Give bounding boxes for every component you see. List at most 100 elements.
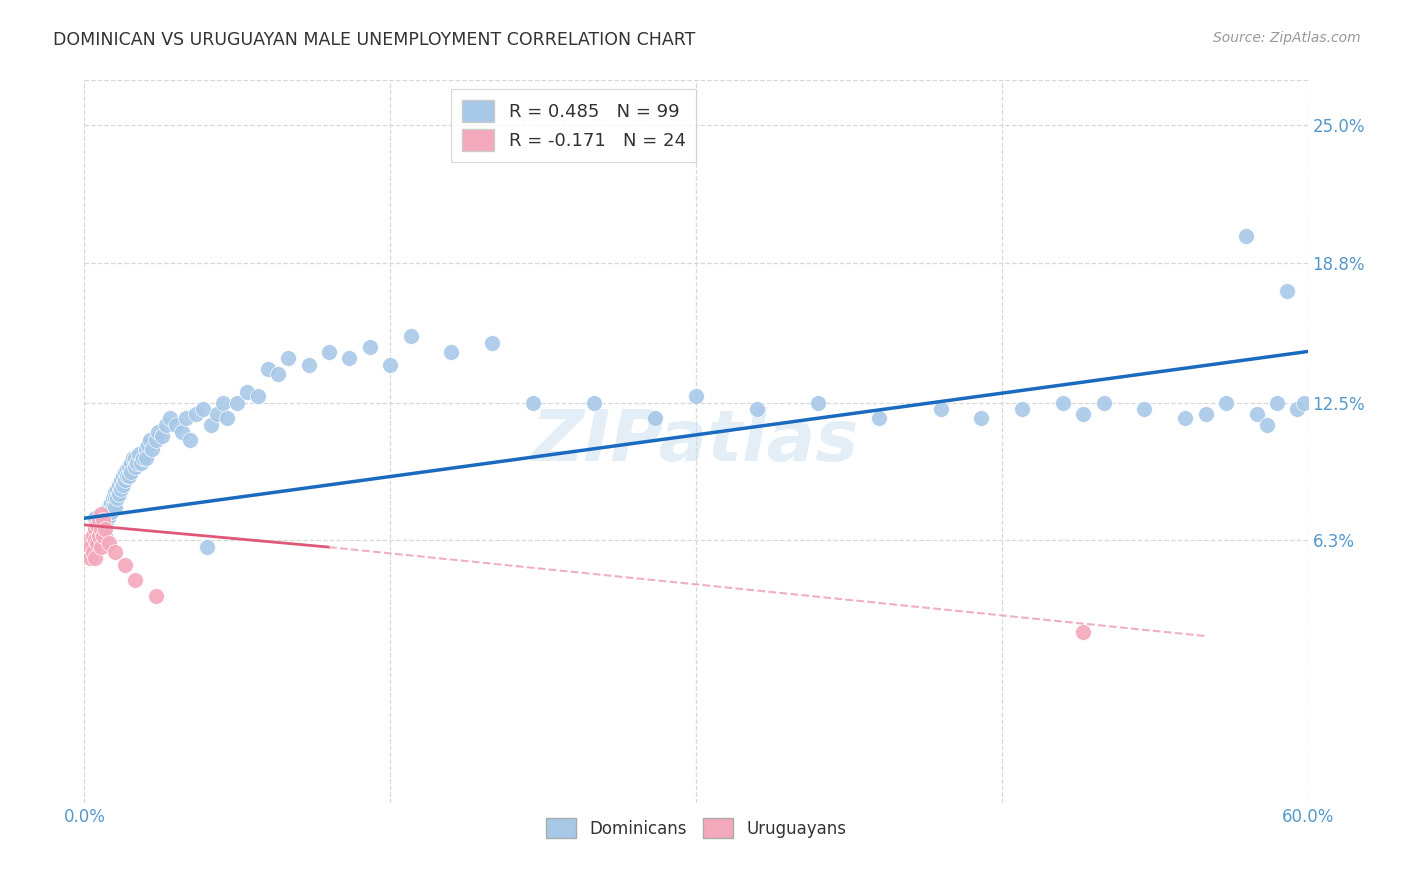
Point <box>86 517 108 532</box>
Point <box>87 529 110 543</box>
Point <box>105 491 128 506</box>
Point <box>135 451 157 466</box>
Point <box>481 335 503 350</box>
Point <box>90 540 112 554</box>
Point <box>104 544 127 558</box>
Point <box>96 513 118 527</box>
Point <box>115 469 138 483</box>
Point <box>1052 395 1074 409</box>
Point <box>86 535 108 549</box>
Point <box>217 411 239 425</box>
Point <box>97 535 120 549</box>
Point <box>200 417 222 432</box>
Point <box>91 522 114 536</box>
Point <box>146 425 169 439</box>
Point <box>1265 395 1288 409</box>
Point <box>174 411 197 425</box>
Point <box>1256 417 1278 432</box>
Point <box>150 429 173 443</box>
Point <box>267 367 290 381</box>
Point <box>108 478 131 492</box>
Text: ZIPatlas: ZIPatlas <box>533 407 859 476</box>
Point <box>90 513 112 527</box>
Point <box>112 469 135 483</box>
Point <box>145 434 167 448</box>
Point <box>644 411 666 425</box>
Point <box>124 451 146 466</box>
Point <box>359 340 381 354</box>
Point <box>101 500 124 515</box>
Point <box>93 517 115 532</box>
Text: Source: ZipAtlas.com: Source: ZipAtlas.com <box>1213 31 1361 45</box>
Point <box>747 402 769 417</box>
Point <box>124 574 146 588</box>
Point <box>172 425 194 439</box>
Point <box>1246 407 1268 421</box>
Legend: Dominicans, Uruguayans: Dominicans, Uruguayans <box>538 812 853 845</box>
Point <box>807 395 830 409</box>
Point <box>93 529 115 543</box>
Point <box>100 505 122 519</box>
Point <box>318 344 340 359</box>
Point <box>132 451 155 466</box>
Point <box>145 589 167 603</box>
Point <box>120 465 142 479</box>
Point <box>236 384 259 399</box>
Point <box>104 491 127 506</box>
Point <box>114 465 136 479</box>
Point <box>1286 402 1309 417</box>
Point <box>90 507 112 521</box>
Point <box>138 434 160 448</box>
Point <box>1092 395 1115 409</box>
Point <box>155 417 177 432</box>
Point <box>90 522 112 536</box>
Point <box>112 478 135 492</box>
Point <box>100 496 122 510</box>
Point <box>108 487 131 501</box>
Point <box>97 500 120 515</box>
Point <box>1277 285 1299 299</box>
Point <box>179 434 201 448</box>
Point <box>1174 411 1197 425</box>
Point <box>115 462 138 476</box>
Point <box>91 529 114 543</box>
Point <box>195 540 218 554</box>
Point <box>380 358 402 372</box>
Point <box>212 395 235 409</box>
Point <box>93 507 115 521</box>
Point <box>118 469 141 483</box>
Point <box>522 395 544 409</box>
Point <box>128 447 150 461</box>
Point <box>104 500 127 515</box>
Point <box>1133 402 1156 417</box>
Point <box>440 344 463 359</box>
Point <box>118 460 141 475</box>
Point <box>136 438 159 452</box>
Point <box>77 533 100 548</box>
Point <box>114 558 136 572</box>
Point <box>79 540 101 554</box>
Point <box>87 517 110 532</box>
Point <box>122 451 145 466</box>
Point <box>339 351 361 366</box>
Point <box>970 411 993 425</box>
Point <box>246 389 269 403</box>
Point <box>205 407 228 421</box>
Point <box>124 460 146 475</box>
Point <box>97 508 120 523</box>
Point <box>1292 395 1315 409</box>
Point <box>91 513 114 527</box>
Point <box>298 358 321 372</box>
Point <box>82 529 104 543</box>
Point <box>93 522 115 536</box>
Point <box>257 362 280 376</box>
Point <box>110 474 132 488</box>
Point <box>87 513 110 527</box>
Point <box>1195 407 1218 421</box>
Point <box>1215 395 1237 409</box>
Point <box>399 329 422 343</box>
Point <box>82 544 104 558</box>
Point <box>101 491 124 506</box>
Point <box>685 389 707 403</box>
Point <box>1073 624 1095 639</box>
